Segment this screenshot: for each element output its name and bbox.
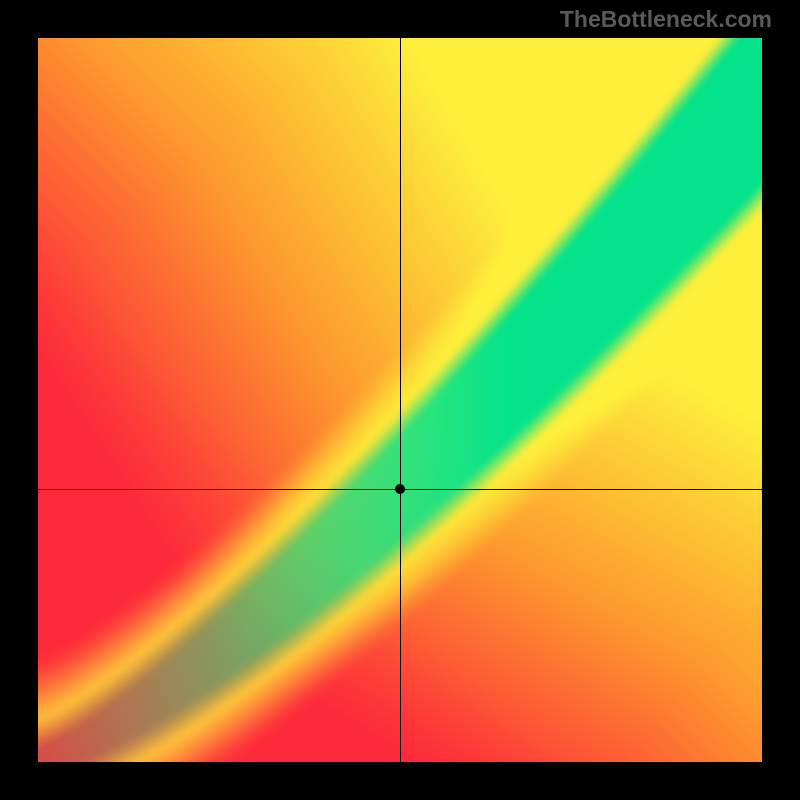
crosshair-vertical <box>400 38 401 762</box>
crosshair-marker-dot <box>395 484 405 494</box>
heatmap-plot-area <box>38 38 762 762</box>
chart-container: TheBottleneck.com <box>0 0 800 800</box>
watermark-text: TheBottleneck.com <box>560 6 772 33</box>
